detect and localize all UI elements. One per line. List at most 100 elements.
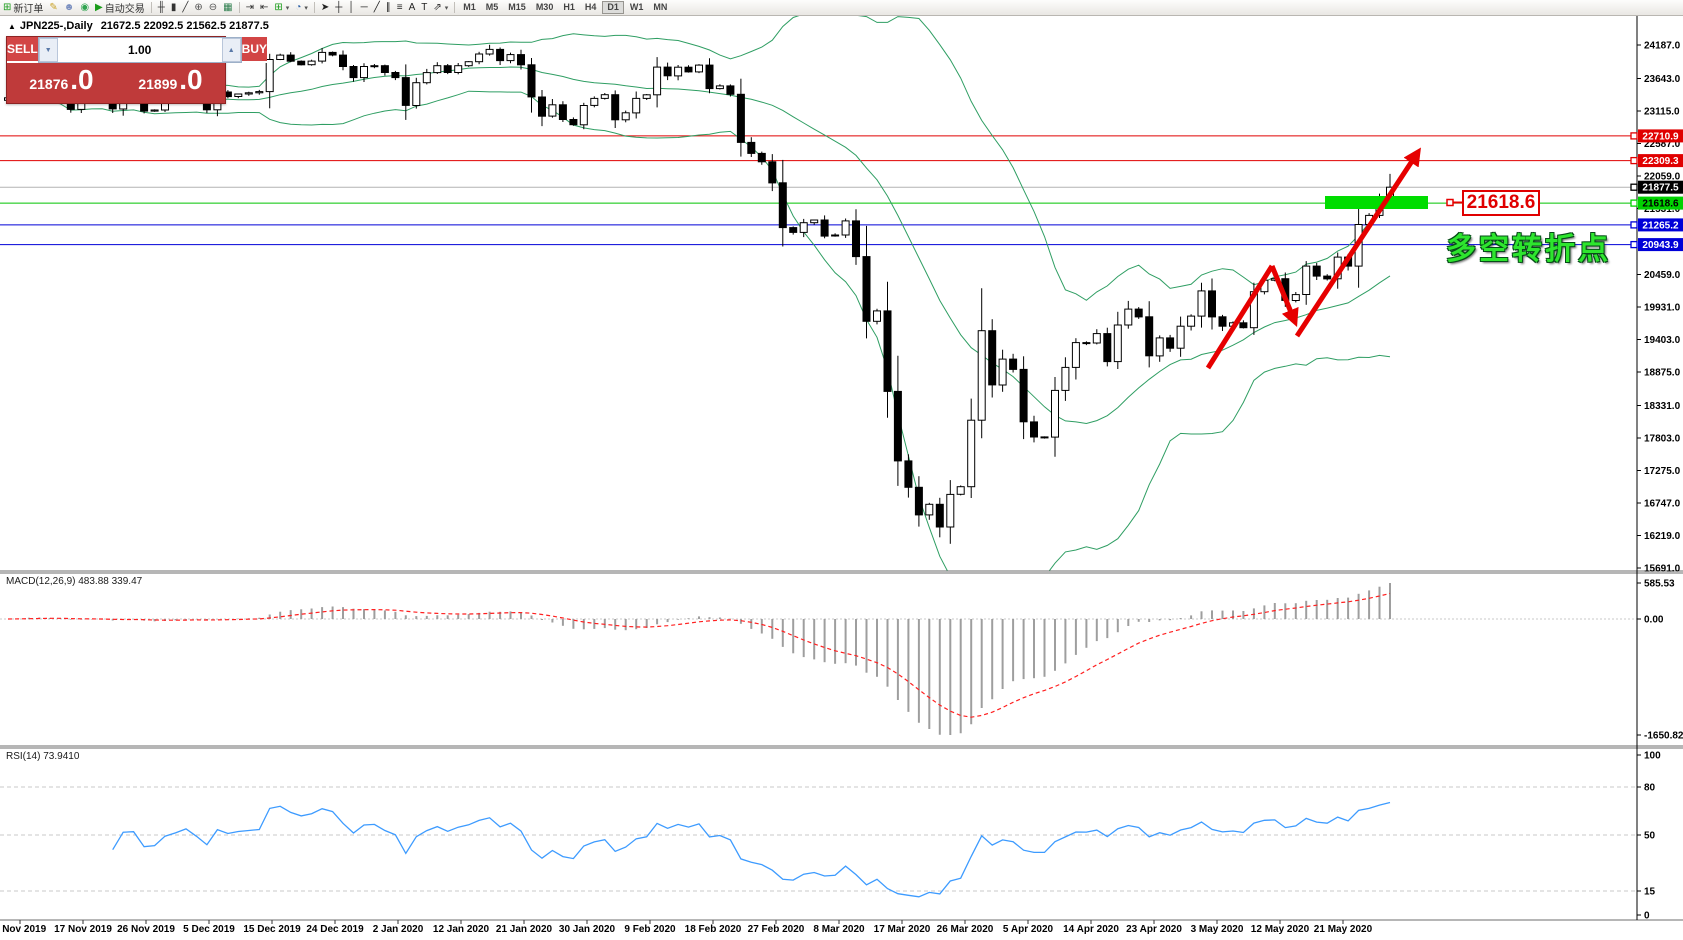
fibonacci-button[interactable]: ≡ — [394, 1, 406, 15]
indicators-plus-icon: ⊞ — [274, 1, 283, 13]
chart-line-button[interactable]: ╱ — [179, 1, 191, 15]
price-level-label[interactable]: 21618.6 — [1462, 190, 1540, 216]
time-axis[interactable]: 7 Nov 2019 17 Nov 2019 26 Nov 2019 5 Dec 20… — [0, 920, 1373, 935]
svg-text:50: 50 — [1644, 831, 1656, 842]
zoom-in-button[interactable]: ⊕ — [191, 1, 205, 15]
green-zone-rectangle[interactable] — [1325, 196, 1428, 209]
axis-tick: 15 — [1637, 887, 1656, 898]
periods-button[interactable]: ◔ ▾ — [292, 1, 311, 15]
axis-tick: 18875.0 — [1637, 368, 1681, 379]
zoom-out-icon: ⊖ — [208, 1, 218, 13]
svg-text:21618.6: 21618.6 — [1642, 199, 1679, 210]
svg-text:8 Mar 2020: 8 Mar 2020 — [813, 924, 865, 935]
crosshair-icon: ┼ — [335, 1, 343, 13]
axis-tick: 18331.0 — [1637, 401, 1681, 412]
styler-button[interactable]: ✎ — [46, 1, 60, 15]
chart-shift-button[interactable]: ⇤ — [257, 1, 271, 15]
macd-histogram — [17, 583, 1391, 735]
axis-tick: 19403.0 — [1637, 335, 1681, 346]
buy-price[interactable]: 21899.0 — [138, 64, 203, 95]
sell-button[interactable]: SELL — [7, 37, 38, 63]
collapse-panel-icon[interactable]: ▲ — [8, 22, 16, 31]
horizontal-line-button[interactable]: ─ — [358, 1, 371, 15]
svg-text:30 Jan 2020: 30 Jan 2020 — [559, 924, 616, 935]
chart-canvas[interactable]: 24187.023643.023115.022587.022059.021531… — [0, 15, 1683, 940]
svg-text:19931.0: 19931.0 — [1644, 303, 1681, 314]
axis-tick: 20459.0 — [1637, 270, 1681, 281]
timeframe-m1-button[interactable]: M1 — [463, 2, 476, 12]
signals-button[interactable]: ◉ — [77, 1, 92, 15]
axis-tick: 24187.0 — [1637, 41, 1681, 52]
new-order-button[interactable]: ⊞ 新订单 — [0, 1, 46, 16]
timeframe-h1-button[interactable]: H1 — [563, 2, 575, 12]
indicators-button[interactable]: ⊞ ▾ — [271, 1, 292, 15]
svg-text:7 Nov 2019: 7 Nov 2019 — [0, 924, 47, 935]
svg-text:80: 80 — [1644, 783, 1656, 794]
autotrading-button-label: 自动交易 — [104, 4, 145, 15]
axis-tick: 22059.0 — [1637, 172, 1681, 183]
rsi-line — [112, 801, 1391, 898]
price-tag-21877.5: 21877.5 — [1630, 180, 1683, 194]
timeframe-h4-button[interactable]: H4 — [584, 2, 597, 12]
svg-text:27 Feb 2020: 27 Feb 2020 — [748, 924, 805, 935]
channel-button[interactable]: ∥ — [383, 1, 394, 15]
axis-tick: 23115.0 — [1637, 107, 1680, 118]
svg-text:15 Dec 2019: 15 Dec 2019 — [243, 924, 301, 935]
macd-indicator-label: MACD(12,26,9) 483.88 339.47 — [6, 576, 143, 587]
price-tag-21265.2: 21265.2 — [1630, 218, 1683, 232]
buy-button[interactable]: BUY — [241, 37, 268, 63]
symbol-title: ▲ JPN225-,Daily 21672.5 22092.5 21562.5 21… — [8, 20, 269, 32]
autotrading-button[interactable]: ▶ 自动交易 — [92, 1, 148, 16]
cn-annotation-text[interactable]: 多空转折点 — [1446, 233, 1611, 266]
axis-tick: 100 — [1637, 751, 1661, 762]
volume-input[interactable] — [57, 38, 222, 62]
svg-text:20943.9: 20943.9 — [1642, 240, 1679, 251]
chart-candles-button[interactable]: ▮ — [168, 1, 180, 15]
timeframe-d1-button[interactable]: D1 — [602, 1, 624, 14]
trendline-button[interactable]: ╱ — [371, 1, 383, 15]
timeframe-mn-button[interactable]: MN — [653, 2, 668, 12]
new-order-icon: ⊞ — [3, 1, 12, 13]
axis-tick: 16747.0 — [1637, 499, 1681, 510]
volume-down-button[interactable]: ▼ — [38, 38, 58, 62]
svg-text:22710.9: 22710.9 — [1642, 131, 1679, 142]
cursor-button[interactable]: ➤ — [318, 1, 332, 15]
timeframe-w1-button[interactable]: W1 — [629, 2, 644, 12]
profile-button[interactable]: ☻ — [61, 1, 78, 15]
bar-chart-icon: ╫ — [157, 1, 165, 13]
timeframe-m15-button[interactable]: M15 — [508, 2, 526, 12]
svg-text:17803.0: 17803.0 — [1644, 434, 1681, 445]
axis-tick: 50 — [1637, 831, 1656, 842]
axis-tick: 0 — [1637, 911, 1650, 922]
label-button[interactable]: T — [418, 1, 430, 15]
svg-text:2 Jan 2020: 2 Jan 2020 — [373, 924, 424, 935]
volume-up-button[interactable]: ▲ — [221, 38, 241, 62]
auto-scroll-button[interactable]: ⇥ — [243, 1, 257, 15]
svg-text:0: 0 — [1644, 911, 1650, 922]
zoom-out-button[interactable]: ⊖ — [206, 1, 220, 15]
red-trend-arrows[interactable] — [1205, 147, 1421, 370]
toolbar-separator — [454, 2, 456, 13]
svg-text:15691.0: 15691.0 — [1644, 564, 1681, 575]
svg-text:100: 100 — [1644, 751, 1661, 762]
sell-price[interactable]: 21876.0 — [29, 64, 94, 95]
text-button[interactable]: A — [406, 1, 419, 15]
crosshair-button[interactable]: ┼ — [332, 1, 345, 15]
horizontal-line-icon: ─ — [360, 1, 368, 13]
vertical-line-button[interactable]: │ — [345, 1, 357, 15]
label-anchor-handle[interactable] — [1446, 198, 1454, 207]
svg-text:18875.0: 18875.0 — [1644, 368, 1681, 379]
svg-text:18 Feb 2020: 18 Feb 2020 — [685, 924, 742, 935]
svg-text:17275.0: 17275.0 — [1644, 466, 1681, 477]
svg-text:21265.2: 21265.2 — [1642, 220, 1679, 231]
axis-tick: 16219.0 — [1637, 531, 1681, 542]
svg-text:9 Feb 2020: 9 Feb 2020 — [624, 924, 676, 935]
chart-bars-button[interactable]: ╫ — [155, 1, 168, 15]
axis-tick: 15691.0 — [1637, 564, 1681, 575]
timeframe-m30-button[interactable]: M30 — [535, 2, 554, 12]
tile-windows-button[interactable]: ▦ — [220, 1, 235, 15]
chevron-down-icon: ▾ — [304, 4, 308, 12]
arrows-button[interactable]: ⇗ ▾ — [430, 1, 451, 15]
toolbar-separator — [150, 2, 152, 13]
timeframe-m5-button[interactable]: M5 — [485, 2, 499, 12]
